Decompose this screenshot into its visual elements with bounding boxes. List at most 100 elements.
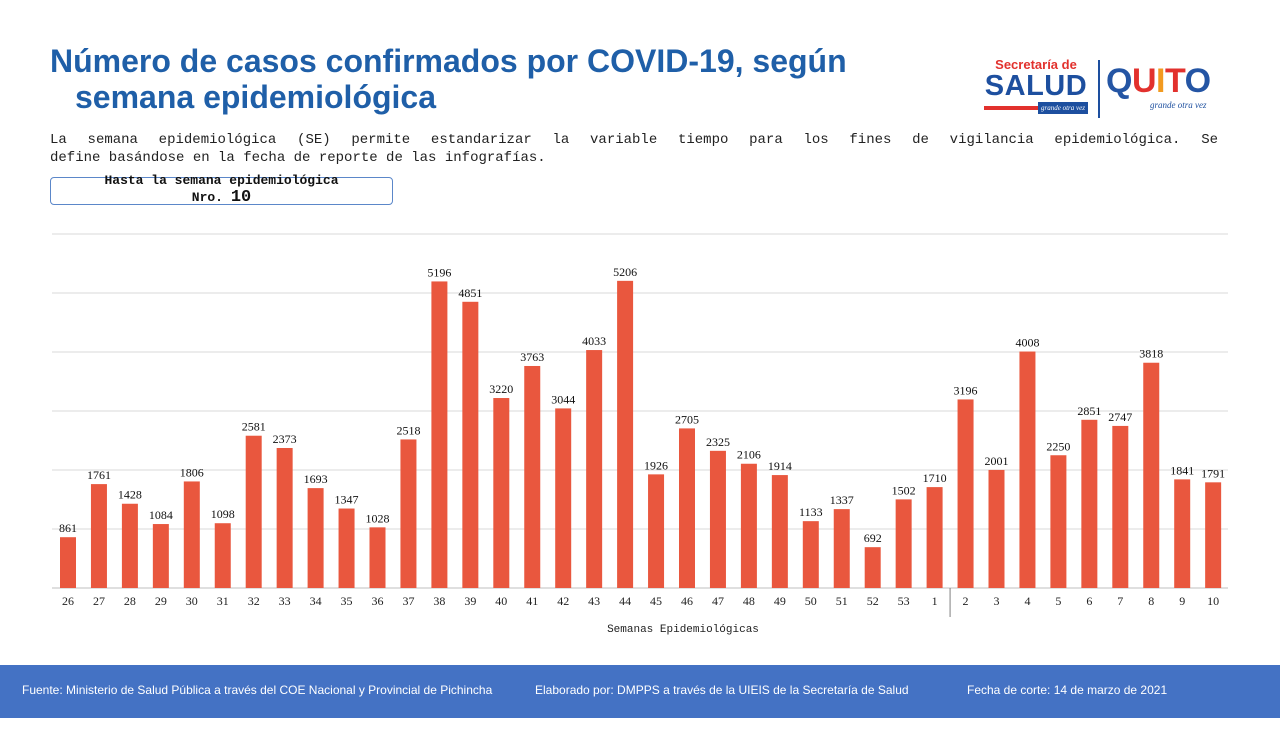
x-tick-47: 47: [712, 594, 724, 608]
bar-label-8: 3818: [1139, 347, 1163, 361]
bar-label-9: 1841: [1170, 463, 1194, 477]
bar-37: [400, 439, 417, 588]
bar-label-1: 1710: [923, 471, 947, 485]
bar-3: [988, 469, 1005, 588]
x-tick-28: 28: [124, 594, 136, 608]
x-tick-44: 44: [619, 594, 631, 608]
secretaria-salud-logo: Secretaría de SALUD grande otra vez: [984, 58, 1088, 114]
x-tick-37: 37: [402, 594, 414, 608]
bar-26: [60, 537, 76, 588]
bar-label-46: 2705: [675, 412, 699, 426]
quito-wordmark: QUITO: [1106, 62, 1228, 100]
quito-letter: T: [1164, 62, 1185, 100]
bar-label-29: 1084: [149, 508, 173, 522]
bar-label-45: 1926: [644, 458, 668, 472]
footer-cutoff-date: Fecha de corte: 14 de marzo de 2021: [967, 683, 1168, 697]
salud-logo-top: Secretaría de: [995, 57, 1077, 72]
bar-44: [617, 280, 634, 588]
week-box-number-row: Nro. 10: [51, 189, 392, 206]
page-title: Número de casos confirmados por COVID-19…: [50, 43, 847, 115]
salud-logo-red-bar: [984, 106, 1038, 110]
bar-label-5: 2250: [1046, 439, 1070, 453]
footer-band: Fuente: Ministerio de Salud Pública a tr…: [0, 665, 1280, 718]
bar-label-39: 4851: [458, 286, 482, 300]
bar-label-28: 1428: [118, 488, 142, 502]
bar-label-48: 2106: [737, 448, 761, 462]
week-box-label: Hasta la semana epidemiológica: [104, 173, 339, 188]
bar-label-10: 1791: [1201, 466, 1225, 480]
week-box-nro-label: Nro.: [191, 190, 223, 205]
x-tick-26: 26: [62, 594, 74, 608]
footer-source: Fuente: Ministerio de Salud Pública a tr…: [22, 683, 493, 697]
bar-28: [121, 503, 138, 588]
bar-47: [709, 450, 726, 588]
description-line2: define basándose en la fecha de reporte …: [50, 150, 546, 166]
bar-34: [307, 488, 324, 588]
salud-logo-main: SALUD: [984, 70, 1088, 102]
x-tick-1: 1: [932, 594, 938, 608]
bar-label-4: 4008: [1015, 336, 1039, 350]
bar-41: [524, 365, 541, 588]
bar-42: [555, 408, 572, 588]
x-tick-48: 48: [743, 594, 755, 608]
bar-label-42: 3044: [551, 392, 575, 406]
x-tick-33: 33: [279, 594, 291, 608]
bar-50: [802, 521, 819, 588]
bar-39: [462, 301, 479, 588]
x-tick-53: 53: [898, 594, 910, 608]
x-tick-52: 52: [867, 594, 879, 608]
bar-49: [771, 475, 788, 588]
bar-6: [1081, 419, 1098, 588]
bar-label-44: 5206: [613, 265, 637, 279]
x-tick-7: 7: [1117, 594, 1123, 608]
bar-label-50: 1133: [799, 505, 823, 519]
bar-label-38: 5196: [427, 265, 451, 279]
quito-logo: QUITO grande otra vez: [1106, 62, 1228, 110]
x-tick-40: 40: [495, 594, 507, 608]
quito-letter: O: [1184, 62, 1211, 100]
data-labels: 861 1761 1428 1084 1806 1098 2581 2373 1693 1347 1…: [59, 265, 1225, 545]
bar-label-37: 2518: [396, 423, 420, 437]
bar-label-51: 1337: [830, 493, 854, 507]
x-tick-51: 51: [836, 594, 848, 608]
bar-9: [1174, 479, 1191, 588]
bar-label-35: 1347: [335, 493, 359, 507]
bar-label-47: 2325: [706, 435, 730, 449]
bar-2: [957, 399, 974, 588]
x-tick-4: 4: [1024, 594, 1030, 608]
x-tick-10: 10: [1207, 594, 1219, 608]
x-tick-3: 3: [994, 594, 1000, 608]
page-title-line1: Número de casos confirmados por COVID-19…: [50, 43, 847, 79]
x-tick-32: 32: [248, 594, 260, 608]
bar-label-43: 4033: [582, 334, 606, 348]
x-tick-42: 42: [557, 594, 569, 608]
bar-label-7: 2747: [1108, 410, 1132, 424]
quito-letter: I: [1156, 62, 1165, 100]
bar-43: [586, 350, 603, 588]
x-tick-46: 46: [681, 594, 693, 608]
bar-label-2: 3196: [954, 383, 978, 397]
bar-31: [214, 523, 231, 588]
bar-40: [493, 398, 510, 588]
x-tick-45: 45: [650, 594, 662, 608]
x-tick-9: 9: [1179, 594, 1185, 608]
bar-label-27: 1761: [87, 468, 111, 482]
bar-46: [679, 428, 695, 588]
x-tick-49: 49: [774, 594, 786, 608]
bar-27: [90, 484, 107, 588]
x-tick-50: 50: [805, 594, 817, 608]
bar-label-32: 2581: [242, 420, 266, 434]
x-tick-36: 36: [372, 594, 384, 608]
bar-33: [276, 447, 293, 588]
x-tick-6: 6: [1086, 594, 1092, 608]
x-tick-38: 38: [433, 594, 445, 608]
x-tick-35: 35: [341, 594, 353, 608]
bar-label-40: 3220: [489, 382, 513, 396]
bar-48: [740, 463, 757, 588]
bar-label-52: 692: [864, 531, 882, 545]
week-box-nro-value: 10: [230, 188, 252, 207]
bar-29: [152, 524, 169, 588]
bar-32: [245, 435, 262, 588]
bar-5: [1050, 455, 1067, 588]
bar-53: [895, 499, 912, 588]
